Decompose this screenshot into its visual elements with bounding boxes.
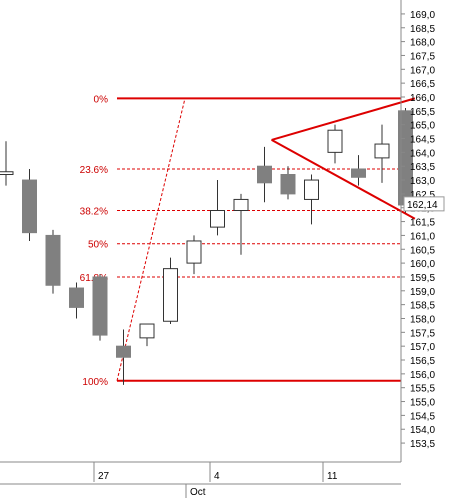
candle-body	[233, 198, 249, 212]
candle-body	[327, 129, 343, 153]
y-tick-label: 168,0	[410, 38, 435, 49]
candle	[257, 146, 272, 203]
x-axis: 27 4 11 Oct	[0, 461, 401, 498]
triangle-pattern	[271, 97, 416, 220]
candle	[45, 229, 61, 294]
y-tick-label: 162,5	[410, 190, 435, 201]
candle-body	[374, 143, 390, 159]
y-tick-label: 168,5	[410, 24, 435, 35]
y-tick-label: 167,0	[410, 65, 435, 76]
candle-body	[351, 168, 366, 178]
candle	[398, 108, 413, 214]
candle-body	[186, 240, 202, 264]
candle	[304, 174, 319, 225]
y-tick-label: 157,0	[410, 342, 435, 353]
candle	[233, 193, 249, 255]
y-tick-label: 163,0	[410, 176, 435, 187]
candle	[280, 166, 296, 200]
y-tick-label: 164,5	[410, 135, 435, 146]
y-tick-label: 160,5	[410, 245, 435, 256]
y-tick-label: 155,5	[410, 384, 435, 395]
y-tick-label: 156,5	[410, 356, 435, 367]
y-tick-label: 164,0	[410, 148, 435, 159]
candle-body	[210, 210, 225, 228]
y-tick-label: 160,0	[410, 259, 435, 270]
fib-level-label: 38.2%	[80, 207, 108, 218]
candle	[351, 155, 366, 186]
y-tick-label: 165,0	[410, 121, 435, 132]
y-tick-label: 154,0	[410, 425, 435, 436]
x-tick-label: 4	[214, 471, 220, 482]
fib-level-label: 50%	[88, 240, 108, 251]
candle-body	[280, 174, 296, 195]
candle-body	[257, 165, 272, 184]
candle-body	[139, 323, 155, 339]
x-tick-label: 27	[98, 471, 110, 482]
last-price-box	[403, 196, 445, 212]
fib-level-label: 0%	[94, 94, 109, 105]
y-tick-label: 167,5	[410, 51, 435, 62]
y-tick-label: 159,0	[410, 287, 435, 298]
candle	[116, 329, 131, 385]
y-tick-label: 158,0	[410, 314, 435, 325]
candle	[69, 282, 84, 319]
y-tick-label: 161,0	[410, 231, 435, 242]
y-tick-label: 155,0	[410, 398, 435, 409]
triangle-lower-line	[271, 139, 416, 220]
fib-trend-line	[116, 98, 186, 381]
y-tick-label: 166,5	[410, 79, 435, 90]
fibonacci-levels: 0%23.6%38.2%50%61.8%100%	[80, 94, 401, 388]
y-tick-label: 166,0	[410, 93, 435, 104]
y-tick-label: 169,0	[410, 10, 435, 21]
y-tick-label: 161,5	[410, 218, 435, 229]
candles	[0, 108, 413, 385]
candle	[186, 235, 202, 275]
candle-body	[0, 171, 14, 176]
y-axis: 153,5 154,0 154,5 155,0 155,5 156,0 156,5 157,0…	[400, 0, 445, 462]
candle	[210, 180, 225, 236]
y-tick-label: 165,5	[410, 107, 435, 118]
fib-level-label: 100%	[82, 377, 108, 388]
candle-body	[22, 179, 37, 234]
candle-body	[69, 287, 84, 308]
month-label: Oct	[190, 487, 206, 498]
candle-body	[163, 268, 178, 322]
candle	[139, 323, 155, 347]
triangle-upper-line	[271, 97, 416, 141]
candle	[0, 141, 14, 186]
y-tick-label: 159,5	[410, 273, 435, 284]
y-tick-label: 158,5	[410, 301, 435, 312]
y-tick-label: 163,5	[410, 162, 435, 173]
x-tick-label: 11	[327, 471, 338, 482]
candle-body	[92, 276, 108, 336]
y-tick-label: 157,5	[410, 328, 435, 339]
candle-body	[116, 345, 131, 358]
candle-body	[45, 234, 61, 286]
y-tick-label: 154,5	[410, 411, 435, 422]
candle	[374, 124, 390, 183]
y-tick-label: 153,5	[410, 439, 435, 450]
candle	[327, 124, 343, 164]
fib-level-label: 23.6%	[80, 165, 108, 176]
last-price-label: 162,14	[407, 200, 438, 211]
candle-body	[304, 179, 319, 200]
candle	[92, 274, 108, 341]
candle	[22, 168, 37, 241]
y-tick-label: 156,0	[410, 370, 435, 381]
candle	[163, 257, 178, 325]
